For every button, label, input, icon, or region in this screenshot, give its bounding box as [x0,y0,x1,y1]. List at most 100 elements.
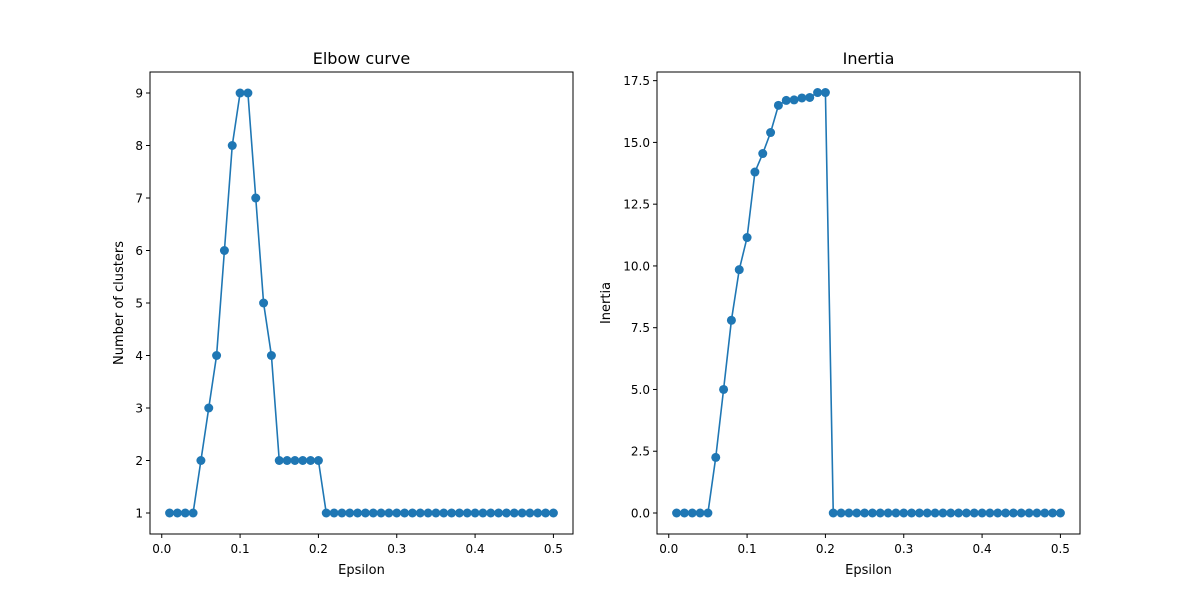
data-point [274,456,284,465]
data-point [969,508,979,518]
chart-elbow-curve: Elbow curve Epsilon Number of clusters 0… [112,49,574,578]
data-point [423,508,433,518]
data-point [961,508,971,518]
data-point [820,88,830,98]
x-tick-label: 0.3 [387,542,406,556]
data-point [368,508,378,518]
data-point [541,508,551,518]
x-tick-label: 0.5 [1051,542,1070,556]
data-point [431,508,441,518]
data-point [407,508,417,518]
data-point [360,508,370,518]
data-point [188,508,198,518]
data-point [1040,508,1050,518]
data-point [695,508,705,518]
data-point [860,508,870,518]
x-tick-label: 0.0 [152,542,171,556]
series-line [676,91,1061,514]
y-tick-label: 9 [135,87,143,101]
data-point [306,456,316,465]
data-point [509,508,519,518]
data-point [679,508,689,518]
data-point [392,508,402,518]
data-point [711,452,721,462]
data-point [672,508,682,518]
data-point [196,456,206,465]
data-point [486,508,496,518]
data-point [415,508,425,518]
y-tick-label: 5.0 [631,383,650,397]
data-point [993,508,1003,518]
chart-title: Elbow curve [313,49,411,68]
data-point [758,149,768,159]
data-point [687,508,697,518]
x-tick-label: 0.2 [309,542,328,556]
data-point [470,508,480,518]
data-point [1001,508,1011,518]
data-point [907,508,917,518]
data-point [243,88,253,98]
y-tick-label: 12.5 [623,198,650,212]
data-point [797,93,807,103]
data-point [384,508,394,518]
data-point [805,92,815,102]
data-point [726,315,736,325]
data-point [922,508,932,518]
y-tick-label: 4 [135,349,143,363]
data-point [836,508,846,518]
data-point [899,508,909,518]
data-point [478,508,488,518]
data-point [204,403,214,413]
x-tick-label: 0.4 [466,542,485,556]
data-point [914,508,924,518]
plot-area-frame [149,71,574,535]
data-point [353,508,363,518]
data-point [282,456,292,465]
data-point [781,95,791,105]
data-point [938,508,948,518]
y-axis-label: Number of clusters [112,241,127,365]
series-line [169,92,554,514]
y-axis-label: Inertia [599,282,614,324]
data-point [1008,508,1018,518]
y-tick-label: 10.0 [623,259,650,273]
x-tick-label: 0.5 [544,542,563,556]
data-point [1024,508,1034,518]
y-tick-label: 0.0 [631,507,650,521]
data-point [946,508,956,518]
data-point [533,508,543,518]
data-point [439,508,449,518]
data-point [734,265,744,275]
data-point [930,508,940,518]
y-tick-label: 2 [135,454,143,468]
data-point [1032,508,1042,518]
chart-inertia: Inertia Epsilon Inertia 0.0 0.1 0.2 0.3 0.4 0… [599,49,1081,578]
data-point [985,508,995,518]
data-point [447,508,457,518]
data-point [172,508,182,518]
data-point [180,508,190,518]
y-tick-label: 3 [135,402,143,416]
data-point [266,351,276,360]
data-point [742,233,752,243]
x-tick-label: 0.2 [816,542,835,556]
y-tick-label: 7.5 [631,321,650,335]
data-point [766,128,776,138]
data-point [501,508,511,518]
data-point [828,508,838,518]
y-tick-label: 8 [135,139,143,153]
y-tick-label: 7 [135,192,143,206]
data-point [298,456,308,465]
data-point [259,298,269,308]
data-point [517,508,527,518]
data-point [875,508,885,518]
x-tick-label: 0.0 [659,542,678,556]
data-point [454,508,464,518]
y-tick-label: 15.0 [623,136,650,150]
data-point [977,508,987,518]
data-point [1048,508,1058,518]
data-point [212,351,222,360]
data-point [525,508,535,518]
data-point [321,508,331,518]
